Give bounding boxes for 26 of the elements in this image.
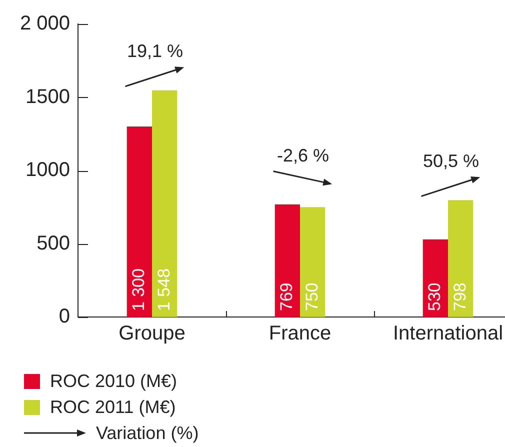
y-tick-label: 2 000 [20, 12, 70, 35]
y-tick-label: 1000 [26, 159, 70, 182]
y-tick-label: 1500 [26, 86, 70, 108]
bar [126, 126, 152, 317]
bar [422, 239, 448, 317]
bar [152, 90, 178, 317]
data-label: 530 [425, 282, 444, 311]
x-tick-label: International [392, 322, 504, 345]
bar [274, 204, 300, 317]
bar [300, 207, 326, 317]
legend-label: ROC 2010 (M€) [50, 370, 178, 392]
data-label: 769 [277, 282, 296, 311]
text: Variation (%) [96, 422, 199, 444]
x-tick-label: France [268, 322, 332, 345]
annotation: 50,5 % [422, 151, 480, 172]
annotation: 19,1 % [126, 41, 184, 62]
data-label: 1 300 [129, 268, 148, 311]
y-tick-label: 0 [58, 306, 70, 328]
y-tick-label: 500 [36, 232, 70, 254]
data-label: 798 [450, 282, 470, 311]
bar [448, 200, 474, 317]
legend-label: ROC 2011 (M€) [50, 396, 176, 418]
x-tick-label: Groupe [118, 322, 186, 345]
data-label: 1 548 [154, 268, 174, 311]
data-label: 750 [302, 282, 322, 311]
annotation: -2,6 % [276, 145, 330, 166]
